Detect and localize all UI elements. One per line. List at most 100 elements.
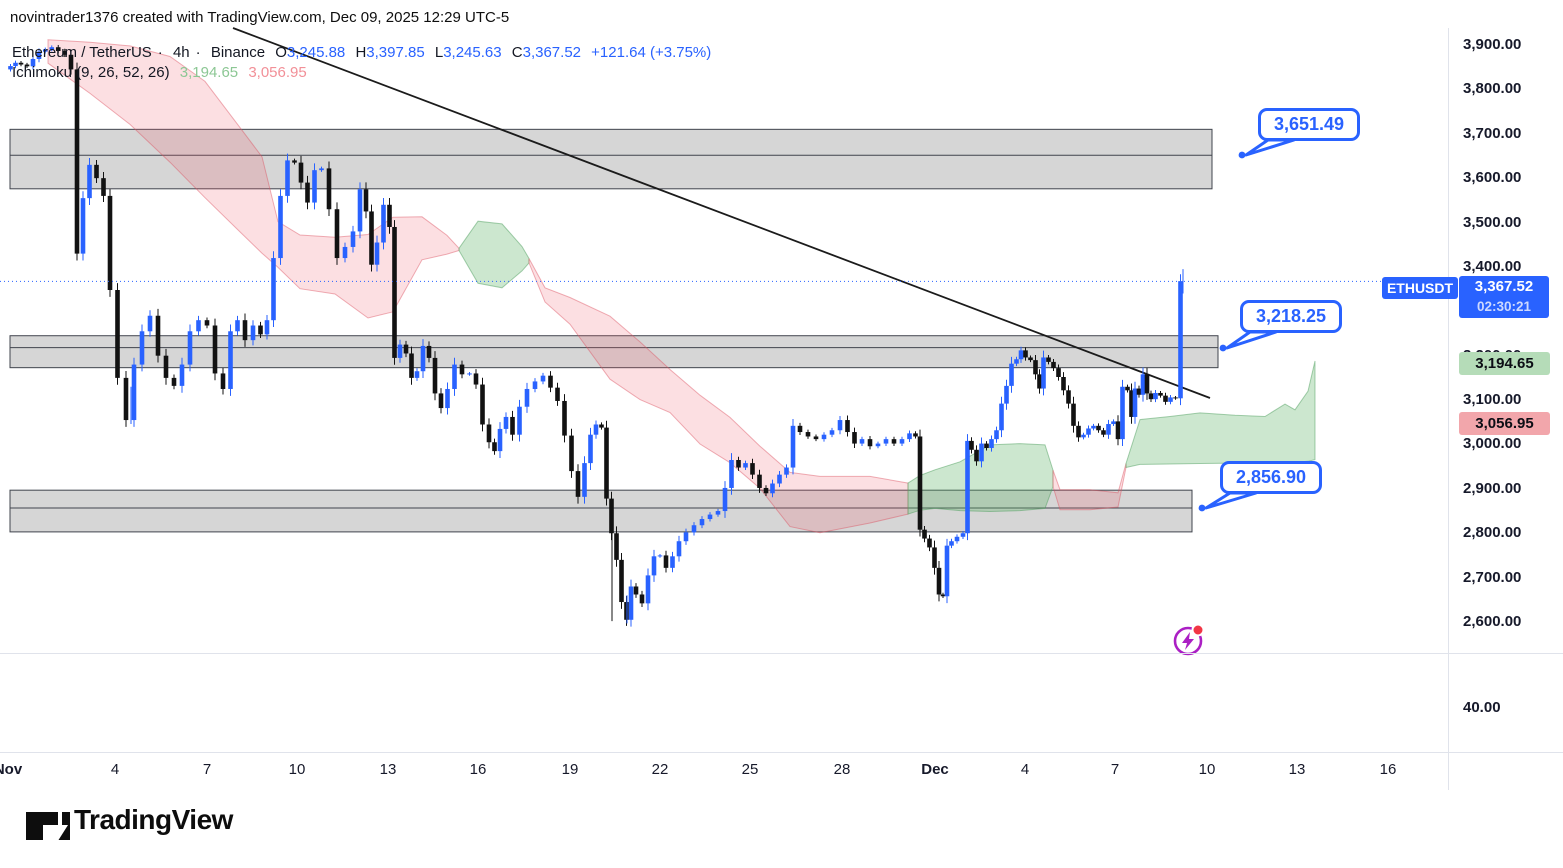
candle <box>1101 430 1106 435</box>
time-tick-day: 13 <box>379 761 397 778</box>
open-value: 3,245.88 <box>286 44 346 61</box>
candle <box>1066 390 1071 404</box>
candle <box>1037 374 1042 389</box>
candle <box>36 51 42 59</box>
candle <box>875 443 881 447</box>
callout-anchor-dot[interactable] <box>1198 504 1206 512</box>
open-letter: O <box>275 44 287 61</box>
time-axis[interactable]: Nov 4 7 10 13 16 19 22 25 28 Dec 4 7 10 13 16 <box>0 753 1448 790</box>
candle <box>87 164 92 199</box>
price-callout[interactable]: 3,218.25 <box>1240 300 1343 333</box>
candle <box>619 559 624 603</box>
candle <box>147 315 153 332</box>
candle <box>867 439 873 447</box>
price-axis[interactable]: 3,900.00 3,800.00 3,700.00 3,600.00 3,500.00… <box>1448 28 1563 790</box>
notification-dot-icon <box>1191 623 1205 637</box>
candle <box>691 525 697 533</box>
candle <box>235 320 240 332</box>
candle <box>569 435 574 472</box>
callout-tail <box>1204 491 1258 510</box>
candle <box>743 463 748 468</box>
ichimoku-cloud-green <box>458 220 530 289</box>
candle <box>548 375 553 388</box>
candle <box>979 443 984 462</box>
candle <box>555 387 560 401</box>
candle <box>1158 392 1163 396</box>
separator: · <box>157 44 163 61</box>
candle <box>42 49 48 52</box>
candle <box>599 424 604 428</box>
time-tick-day: 28 <box>833 761 851 778</box>
candle <box>420 345 426 372</box>
close-letter: C <box>511 44 523 61</box>
time-tick-day: 7 <box>1110 761 1120 778</box>
candle <box>1061 376 1066 391</box>
candle <box>954 536 960 542</box>
candle <box>999 403 1004 431</box>
candle <box>196 320 201 332</box>
price-callout[interactable]: 3,651.49 <box>1258 108 1361 141</box>
trendline[interactable] <box>232 27 1211 399</box>
last-price-badge[interactable]: 3,367.52 02:30:21 <box>1459 276 1549 318</box>
candle <box>1153 392 1158 400</box>
candle <box>258 325 263 335</box>
candle <box>62 50 68 55</box>
candle <box>1178 281 1183 399</box>
candle <box>1041 357 1046 389</box>
separator: · <box>195 44 201 61</box>
candle <box>837 420 843 431</box>
candle <box>582 463 587 497</box>
candle <box>790 425 796 468</box>
candle <box>80 198 86 254</box>
time-tick-day: 13 <box>1288 761 1306 778</box>
pane-divider[interactable] <box>0 653 1563 654</box>
time-tick-month: Dec <box>921 761 949 778</box>
close-value: 3,367.52 <box>522 44 581 61</box>
candle <box>171 377 177 386</box>
candle <box>1115 421 1121 440</box>
candle <box>891 439 897 444</box>
candle <box>1081 434 1086 438</box>
candle <box>913 433 918 437</box>
candle <box>285 160 290 196</box>
candle <box>1136 388 1142 395</box>
change-value: +121.64 (+3.75%) <box>591 44 712 61</box>
candle <box>859 439 865 444</box>
time-tick-day: 10 <box>288 761 306 778</box>
candle <box>657 555 663 557</box>
candle <box>115 290 120 378</box>
lower-pane-tick-label: 40.00 <box>1463 699 1501 716</box>
callout-tail <box>1244 138 1296 157</box>
candle <box>1096 425 1101 431</box>
time-tick-day: 19 <box>561 761 579 778</box>
ichimoku-red-axis-badge[interactable]: 3,056.95 <box>1459 412 1550 435</box>
time-tick-day: 7 <box>202 761 212 778</box>
candle <box>676 541 682 557</box>
candle <box>949 541 954 546</box>
callout-anchor-dot[interactable] <box>1219 344 1227 352</box>
high-value: 3,397.85 <box>366 44 425 61</box>
callout-anchor-dot[interactable] <box>1238 151 1246 159</box>
candle <box>639 594 645 604</box>
candle <box>1120 386 1125 440</box>
symbol-badge[interactable]: ETHUSDT <box>1382 277 1458 299</box>
candle <box>899 439 905 444</box>
price-tick-label: 3,900.00 <box>1463 36 1522 53</box>
candle <box>292 160 297 163</box>
candle <box>540 375 546 382</box>
candle <box>974 449 979 462</box>
candle <box>187 331 193 365</box>
chart-legend: Ethereum / TetherUS · 4h · Binance O3,245.… <box>12 44 717 81</box>
flash-circle-icon[interactable] <box>1173 626 1203 656</box>
last-price-value: 3,367.52 <box>1474 278 1534 295</box>
candle <box>497 428 503 452</box>
time-tick-day: 16 <box>1379 761 1397 778</box>
candle <box>907 433 912 440</box>
ichimoku-green-axis-badge[interactable]: 3,194.65 <box>1459 352 1550 375</box>
price-zone[interactable] <box>9 128 1213 190</box>
candle <box>212 325 218 374</box>
price-callout[interactable]: 2,856.90 <box>1220 461 1323 494</box>
price-tick-label: 3,400.00 <box>1463 257 1522 275</box>
candle <box>609 498 614 534</box>
